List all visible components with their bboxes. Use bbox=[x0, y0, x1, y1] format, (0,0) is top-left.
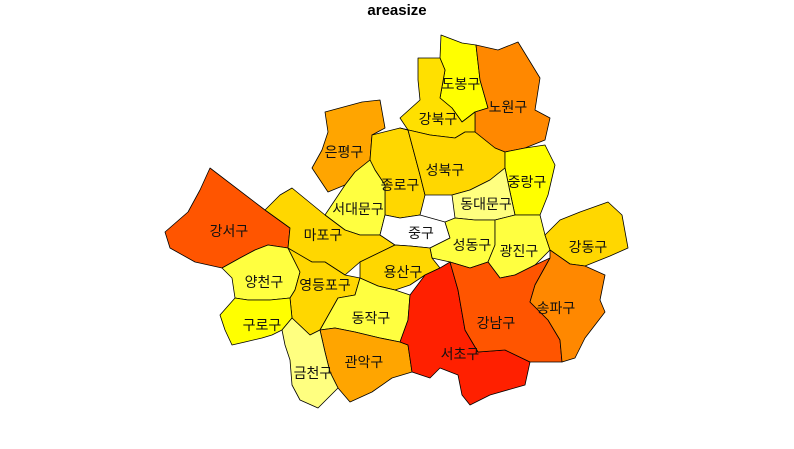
label-dongdaemun: 동대문구 bbox=[460, 197, 512, 213]
label-seodaemun: 서대문구 bbox=[332, 202, 384, 218]
district-nowon[interactable] bbox=[474, 41, 551, 153]
label-gangseo: 강서구 bbox=[210, 224, 249, 240]
label-eunpyeong: 은평구 bbox=[325, 145, 364, 161]
label-nowon: 노원구 bbox=[489, 100, 528, 116]
district-guro[interactable] bbox=[219, 297, 293, 346]
district-songpa[interactable] bbox=[529, 249, 606, 363]
label-jung: 중구 bbox=[408, 226, 434, 242]
label-dongjak: 동작구 bbox=[352, 311, 391, 327]
label-seongdong: 성동구 bbox=[453, 238, 492, 254]
label-yongsan: 용산구 bbox=[384, 265, 423, 281]
label-seocho: 서초구 bbox=[441, 347, 480, 363]
label-yeongdeungpo: 영등포구 bbox=[299, 278, 351, 294]
label-guro: 구로구 bbox=[243, 318, 282, 334]
label-gangdong: 강동구 bbox=[569, 240, 608, 256]
label-jongno: 종로구 bbox=[381, 178, 420, 194]
label-seongbuk: 성북구 bbox=[426, 163, 465, 179]
label-gangbuk: 강북구 bbox=[419, 112, 458, 128]
label-geumcheon: 금천구 bbox=[294, 366, 333, 382]
district-seocho[interactable] bbox=[399, 261, 531, 406]
label-gangnam: 강남구 bbox=[477, 316, 516, 332]
label-mapo: 마포구 bbox=[304, 228, 343, 244]
label-jungnang: 중랑구 bbox=[508, 175, 547, 191]
label-yangcheon: 양천구 bbox=[245, 275, 284, 291]
label-songpa: 송파구 bbox=[537, 301, 576, 317]
district-geumcheon[interactable] bbox=[281, 317, 339, 409]
map-title: areasize bbox=[367, 2, 427, 19]
label-gwanak: 관악구 bbox=[345, 355, 384, 371]
label-gwangjin: 광진구 bbox=[500, 244, 539, 260]
label-dobong: 도봉구 bbox=[442, 77, 481, 93]
